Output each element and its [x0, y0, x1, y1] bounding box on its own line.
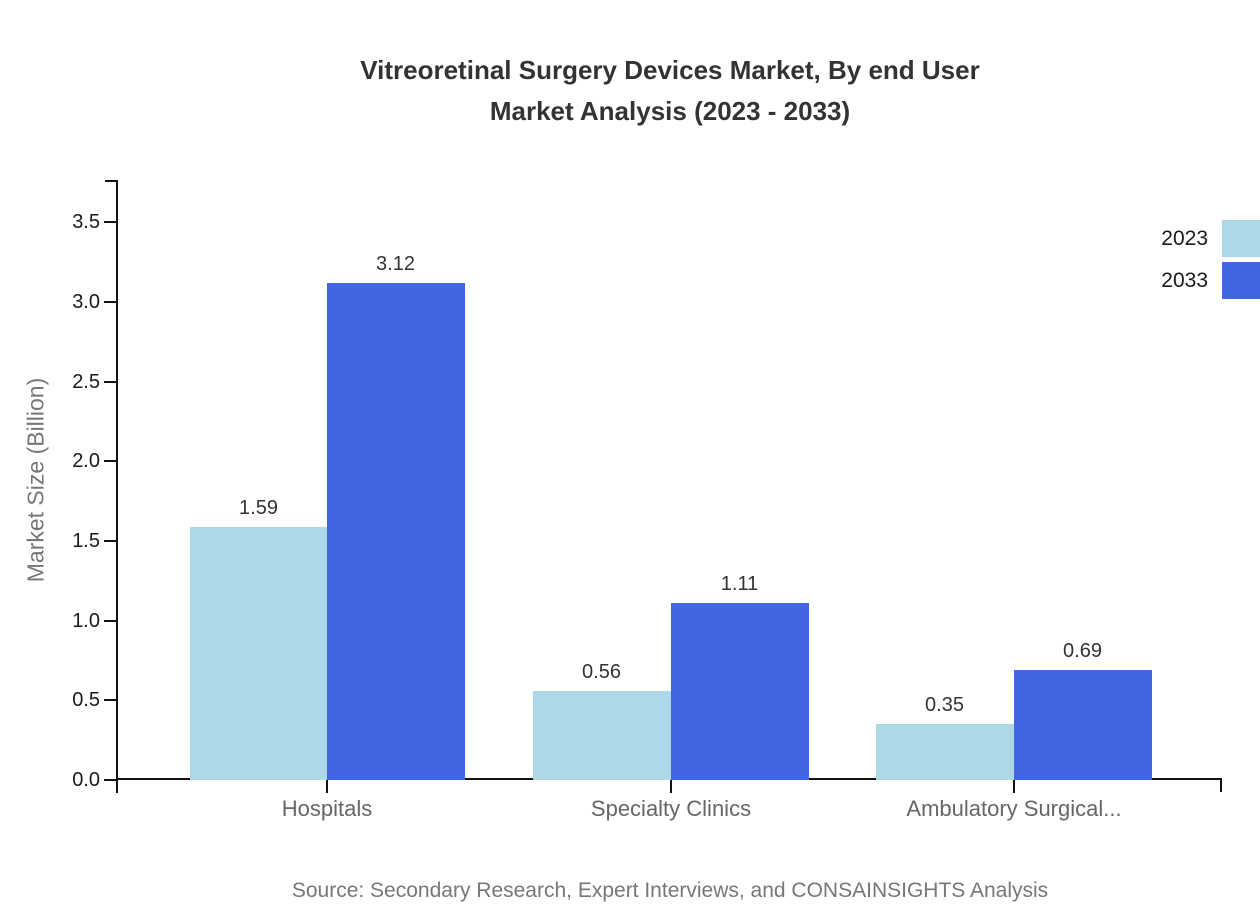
chart-title-line2: Market Analysis (2023 - 2033) — [489, 96, 851, 126]
y-axis-tick — [104, 619, 116, 622]
legend-label: 2033 — [1161, 268, 1208, 292]
bar-value-label: 1.11 — [720, 573, 759, 595]
y-axis-tick — [104, 779, 116, 781]
bar-value-label: 0.56 — [582, 661, 621, 683]
source-attribution: Source: Secondary Research, Expert Inter… — [291, 879, 1049, 902]
y-axis-tick — [104, 380, 116, 383]
x-axis-tick — [670, 780, 672, 793]
y-axis-tick-label: 0.0 — [72, 769, 100, 791]
y-axis-tick — [104, 221, 116, 224]
x-axis-category-label: Specialty Clinics — [590, 796, 752, 821]
y-axis-tick-label: 2.0 — [72, 450, 100, 473]
y-axis-tick-label: 2.5 — [72, 370, 100, 393]
y-axis-tick-label: 1.5 — [72, 530, 100, 553]
bar-2023-hospitals — [190, 527, 328, 780]
y-axis-tick — [104, 301, 116, 304]
x-axis-tick — [326, 780, 328, 793]
y-axis-tick-label: 1.0 — [72, 609, 100, 632]
chart-title: Vitreoretinal Surgery Devices Market, By… — [118, 50, 1222, 132]
x-axis-origin-tick — [116, 780, 118, 793]
legend-item-2033: 2033 — [1161, 262, 1260, 299]
bar-2023-specialty-clinics — [533, 691, 671, 780]
x-axis-category-label: Ambulatory Surgical... — [906, 796, 1122, 821]
y-axis-tick — [104, 460, 116, 463]
bar-2033-hospitals — [327, 283, 465, 780]
legend-label: 2023 — [1161, 226, 1208, 250]
y-axis-tick — [104, 699, 116, 702]
bar-value-label: 0.35 — [925, 694, 964, 716]
y-axis-tick-label: 3.5 — [72, 211, 100, 234]
y-axis-end-cap — [105, 180, 118, 182]
x-axis-tick — [1013, 780, 1015, 793]
legend-item-2023: 2023 — [1161, 220, 1260, 257]
bar-2033-specialty-clinics — [671, 603, 809, 780]
legend-swatch — [1222, 220, 1260, 257]
x-axis-category-label: Hospitals — [281, 796, 373, 821]
legend-swatch — [1222, 262, 1260, 299]
y-axis-tick-label: 3.0 — [72, 291, 100, 314]
bar-value-label: 0.69 — [1063, 640, 1102, 662]
bar-value-label: 3.12 — [376, 253, 415, 275]
x-axis-end-cap — [1220, 778, 1222, 792]
y-axis-tick-label: 0.5 — [72, 689, 100, 712]
bar-value-label: 1.59 — [239, 497, 278, 519]
y-axis-line — [116, 180, 118, 792]
bar-2033-ambulatory-surgical- — [1014, 670, 1152, 780]
chart-title-line1: Vitreoretinal Surgery Devices Market, By… — [360, 55, 980, 85]
y-axis-tick — [104, 540, 116, 543]
bar-2023-ambulatory-surgical- — [876, 724, 1014, 780]
chart-legend: 2023 2033 — [1161, 220, 1260, 304]
